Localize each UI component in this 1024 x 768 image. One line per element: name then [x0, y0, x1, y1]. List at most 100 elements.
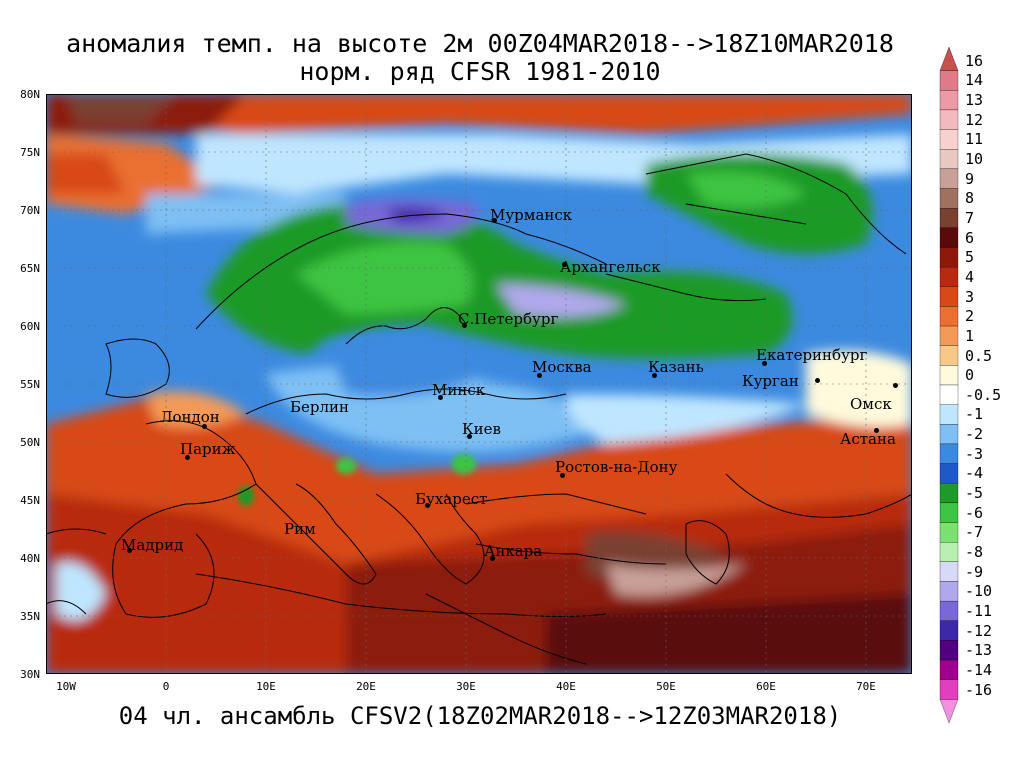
- colorbar-label: 6: [965, 228, 975, 247]
- colorbar-swatch: [939, 208, 959, 228]
- map-title: аномалия темп. на высоте 2м 00Z04MAR2018…: [66, 29, 894, 58]
- colorbar-label: 0.5: [965, 346, 993, 365]
- colorbar-label: -1: [965, 405, 984, 424]
- colorbar-label: 2: [965, 307, 975, 326]
- lon-label: 20E: [356, 680, 376, 693]
- city-dot-london: [202, 424, 207, 429]
- colorbar-label: -16: [965, 680, 993, 699]
- colorbar-swatch: [939, 699, 959, 724]
- colorbar-swatch: [939, 463, 959, 484]
- map-subtitle-period: норм. ряд CFSR 1981-2010: [299, 57, 661, 86]
- city-yekaterinburg: Екатеринбург: [756, 346, 868, 364]
- colorbar-swatch: [939, 443, 959, 464]
- city-minsk: Минск: [432, 381, 486, 399]
- lon-label: 50E: [656, 680, 676, 693]
- colorbar-label: 10: [965, 150, 984, 169]
- colorbar-swatch: [939, 109, 959, 130]
- city-dot-murmansk: [492, 218, 497, 223]
- colorbar-label: -8: [965, 543, 984, 561]
- colorbar-label: -7: [965, 523, 984, 542]
- city-rostov: Ростов-на-Дону: [555, 458, 678, 476]
- colorbar-label: -0.5: [965, 385, 1002, 404]
- colorbar-swatch: [939, 168, 959, 189]
- colorbar-swatch: [939, 502, 959, 523]
- colorbar-label: -2: [965, 425, 984, 444]
- city-dot-omsk: [893, 383, 898, 388]
- colorbar-label: -13: [965, 641, 993, 660]
- colorbar-label: -9: [965, 562, 984, 581]
- lat-label: 75N: [20, 146, 40, 159]
- colorbar-label: -4: [965, 464, 984, 483]
- city-dot-madrid: [127, 548, 132, 553]
- colorbar-label: -12: [965, 621, 993, 640]
- city-kyiv: Киев: [462, 420, 501, 438]
- colorbar-swatch: [939, 70, 959, 91]
- lon-label: 40E: [556, 680, 576, 693]
- colorbar-label: 7: [965, 209, 975, 227]
- colorbar-swatch: [939, 542, 959, 562]
- colorbar-label: 16: [965, 51, 984, 70]
- colorbar-swatch: [939, 483, 959, 504]
- colorbar-swatch: [939, 600, 959, 621]
- colorbar-swatch: [939, 659, 959, 680]
- colorbar-label: 11: [965, 130, 984, 149]
- colorbar-label: 14: [965, 71, 984, 90]
- city-kazan: Казань: [648, 358, 704, 376]
- lat-label: 35N: [20, 610, 40, 623]
- city-dot-ankara: [490, 556, 495, 561]
- colorbar-label: -6: [965, 503, 984, 522]
- city-rome: Рим: [284, 520, 316, 538]
- ensemble-caption: 04 чл. ансамбль CFSV2(18Z02MAR2018-->12Z…: [118, 702, 842, 730]
- city-dot-kyiv: [467, 434, 472, 439]
- colorbar-swatch: [939, 365, 959, 386]
- colorbar-label: -10: [965, 582, 993, 601]
- colorbar-swatch: [939, 561, 959, 582]
- city-dot-yekaterinburg: [762, 361, 767, 366]
- lat-label: 40N: [20, 552, 40, 565]
- colorbar-label: 0: [965, 366, 975, 385]
- city-kurgan: Курган: [742, 372, 799, 390]
- colorbar-swatch: [939, 286, 959, 307]
- colorbar-label: -5: [965, 484, 984, 503]
- colorbar-swatch: [939, 620, 959, 641]
- city-omsk: Омск: [850, 395, 892, 413]
- city-astana: Астана: [840, 430, 896, 448]
- colorbar: [939, 46, 959, 724]
- colorbar-swatch: [939, 384, 959, 405]
- colorbar-label: -11: [965, 601, 993, 620]
- lat-label: 30N: [20, 668, 40, 681]
- city-madrid: Мадрид: [121, 536, 184, 554]
- city-dot-kazan: [652, 373, 657, 378]
- city-murmansk: Мурманск: [490, 206, 573, 224]
- city-london: Лондон: [160, 408, 220, 426]
- lat-label: 60N: [20, 320, 40, 333]
- lon-label: 30E: [456, 680, 476, 693]
- city-arkhangelsk: Архангельск: [560, 258, 661, 276]
- colorbar-label: 12: [965, 110, 984, 129]
- colorbar-swatch: [939, 188, 959, 209]
- colorbar-swatch: [939, 149, 959, 170]
- colorbar-swatch: [939, 679, 959, 700]
- colorbar-swatch: [939, 424, 959, 445]
- city-dot-bucharest: [425, 503, 430, 508]
- city-berlin: Берлин: [290, 398, 350, 416]
- colorbar-swatch: [939, 522, 959, 543]
- colorbar-swatch: [939, 266, 959, 287]
- lon-label: 0: [162, 680, 170, 693]
- lat-label: 70N: [20, 204, 40, 217]
- colorbar-label: 5: [965, 248, 975, 267]
- lat-label: 80N: [20, 88, 40, 101]
- colorbar-label: -14: [965, 660, 993, 679]
- colorbar-swatch: [939, 325, 959, 346]
- lon-label: 60E: [756, 680, 776, 693]
- city-bucharest: Бухарест: [415, 490, 488, 508]
- city-dot-astana: [874, 428, 879, 433]
- colorbar-label: 1: [965, 326, 975, 345]
- lat-label: 45N: [20, 494, 40, 507]
- city-dot-paris: [185, 455, 190, 460]
- colorbar-swatch: [939, 129, 959, 150]
- colorbar-swatch: [939, 90, 959, 111]
- colorbar-swatch: [939, 581, 959, 602]
- city-dot-stpetersburg: [462, 323, 467, 328]
- city-moscow: Москва: [532, 358, 592, 376]
